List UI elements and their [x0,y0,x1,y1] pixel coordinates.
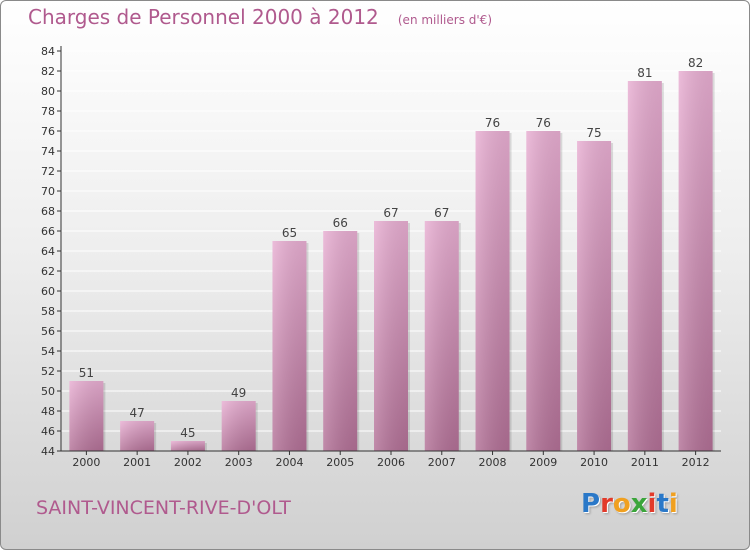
data-label: 75 [586,126,601,140]
y-tick-label: 78 [41,105,55,118]
y-tick-label: 80 [41,85,55,98]
x-tick-label: 2002 [174,456,202,469]
y-tick-label: 46 [41,425,55,438]
x-tick-label: 2011 [631,456,659,469]
chart-title: Charges de Personnel 2000 à 2012 [28,5,379,29]
x-tick-label: 2000 [72,456,100,469]
x-tick-label: 2008 [479,456,507,469]
x-tick-label: 2010 [580,456,608,469]
town-name: SAINT-VINCENT-RIVE-D'OLT [36,497,291,519]
y-tick-label: 76 [41,125,55,138]
logo-letter: i [647,489,657,519]
y-tick-label: 56 [41,325,55,338]
proxiti-logo: Proxiti [581,489,678,519]
y-tick-label: 72 [41,165,55,178]
logo-letter: i [668,489,678,519]
bar-shade [678,71,713,451]
y-tick-label: 74 [41,145,55,158]
bar-shade [120,421,155,451]
x-tick-label: 2001 [123,456,151,469]
y-tick-label: 62 [41,265,55,278]
x-tick-label: 2005 [326,456,354,469]
y-tick-label: 70 [41,185,55,198]
y-tick-label: 60 [41,285,55,298]
y-tick-label: 48 [41,405,55,418]
data-label: 49 [231,386,246,400]
logo-letter: r [600,489,613,519]
y-tick-label: 50 [41,385,55,398]
y-tick-label: 44 [41,445,55,458]
bar-shade [170,441,205,451]
y-tick-label: 66 [41,225,55,238]
bar-shade [424,221,459,451]
data-label: 45 [180,426,195,440]
data-label: 81 [637,66,652,80]
labels: 44 46 48 50 52 54 56 58 60 62 64 66 68 70 72 74 76 78 80 82… [41,45,710,469]
x-tick-label: 2006 [377,456,405,469]
data-label: 82 [688,56,703,70]
y-tick-label: 82 [41,65,55,78]
bar-shade [221,401,256,451]
x-tick-label: 2004 [275,456,303,469]
logo-letter: x [630,489,648,519]
data-label: 47 [130,406,145,420]
bar-shade [475,131,510,451]
y-tick-label: 52 [41,365,55,378]
bar-shade [69,381,104,451]
y-tick-label: 84 [41,45,55,58]
bar-shade [374,221,408,451]
x-tick-label: 2007 [428,456,456,469]
logo-letter: t [656,489,669,519]
bar-shade [323,231,358,451]
y-tick-label: 68 [41,205,55,218]
bar-shade [526,131,561,451]
data-label: 67 [434,206,449,220]
y-tick-label: 64 [41,245,55,258]
x-tick-label: 2009 [529,456,557,469]
bar-shade [627,81,662,451]
data-label: 76 [485,116,500,130]
data-label: 67 [383,206,398,220]
y-tick-label: 54 [41,345,55,358]
logo-letter: P [581,489,601,519]
y-tick-label: 58 [41,305,55,318]
logo-letter: o [612,489,631,519]
data-label: 66 [333,216,348,230]
data-label: 76 [536,116,551,130]
x-tick-label: 2003 [225,456,253,469]
title-row: Charges de Personnel 2000 à 2012 (en mil… [28,5,492,29]
bar-shade [272,241,307,451]
axes [57,46,721,455]
data-label: 51 [79,366,94,380]
bars [69,71,715,451]
data-label: 65 [282,226,297,240]
x-tick-label: 2012 [682,456,710,469]
bar-shade [577,141,612,451]
chart-subtitle: (en milliers d'€) [397,13,492,27]
